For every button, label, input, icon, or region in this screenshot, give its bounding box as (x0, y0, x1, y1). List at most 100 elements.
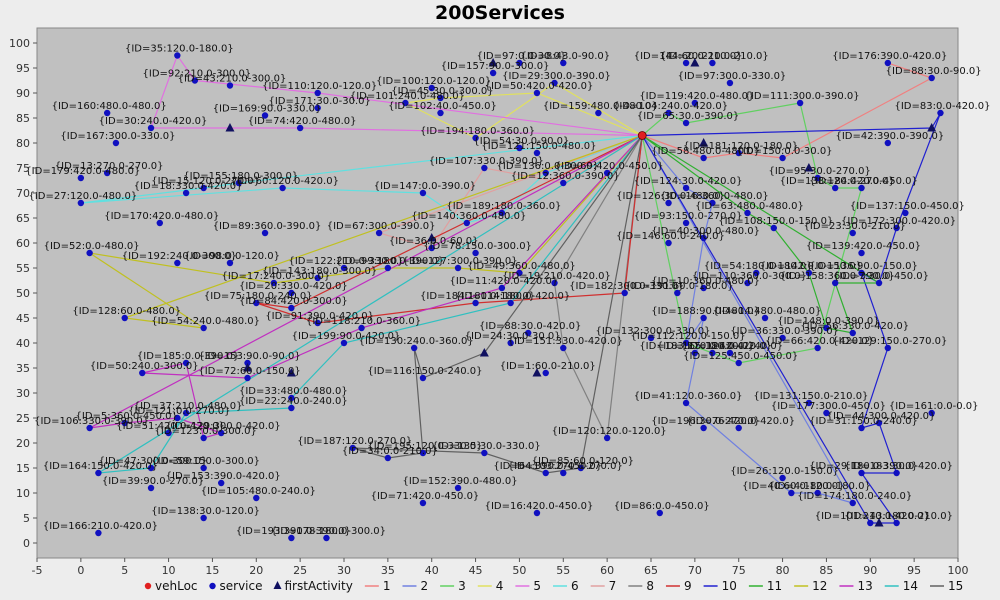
service-label: {ID=112:120.0-150.0} (631, 331, 746, 342)
service-point (174, 259, 181, 267)
legend-item-4: 4 (477, 579, 503, 593)
service-point (814, 489, 821, 497)
x-tick-label: 65 (644, 564, 658, 577)
legend-label: 15 (948, 579, 963, 593)
service-label: {ID=102:40.0-450.0} (388, 101, 497, 112)
service-point (428, 244, 435, 252)
service-point (700, 234, 707, 242)
chart-title: 200Services (435, 2, 565, 24)
service-label: {ID=89:360.0-390.0} (213, 221, 322, 232)
service-point (682, 339, 690, 347)
service-point (410, 344, 418, 352)
legend-item-vehLoc: vehLoc (144, 579, 198, 593)
service-point (665, 199, 672, 207)
service-point (375, 229, 383, 237)
service-point (454, 484, 462, 492)
service-point (674, 289, 681, 297)
service-label: {ID=121:150.0-480.0} (481, 141, 596, 152)
service-point (691, 349, 699, 357)
service-label: {ID=54:30.0-90.0} (473, 136, 569, 147)
service-label: {ID=164:150.0-420.0} (43, 461, 158, 472)
service-labels: {ID=35:120.0-180.0}{ID=92:210.0-300.0}{I… (25, 44, 990, 538)
service-label: {ID=103:270.0-270.0} (508, 461, 623, 472)
service-point (735, 424, 742, 432)
first-activity-marker (804, 163, 814, 172)
service-label: {ID=65:30.0-390.0} (637, 111, 739, 122)
service-label: {ID=107:330.0-390.0} (429, 156, 544, 167)
service-point (744, 279, 751, 287)
service-point (533, 149, 541, 157)
legend-item-15: 15 (930, 579, 963, 593)
service-point (182, 409, 190, 417)
x-tick-label: -5 (32, 564, 43, 577)
legend-label: service (220, 579, 263, 593)
route-line-6 (80, 134, 643, 224)
legend-label: 2 (420, 579, 428, 593)
service-label: {ID=4:180.0-180.0} (768, 481, 870, 492)
x-tick-label: 5 (121, 564, 128, 577)
service-label: {ID=22:240.0-240.0} (239, 396, 348, 407)
service-label: {ID=183:30.0-420.0} (844, 461, 953, 472)
service-point (472, 134, 479, 142)
service-point (735, 149, 742, 157)
service-point (244, 374, 251, 382)
x-tick-label: 100 (948, 564, 969, 577)
y-tick-label: 50 (16, 287, 30, 300)
route-line-10 (641, 112, 942, 524)
service-label: {ID=179:420.0-480.0} (25, 166, 140, 177)
service-point (384, 454, 392, 462)
service-point (525, 329, 532, 337)
service-label: {ID=43:210.0-300.0} (178, 74, 287, 85)
service-label: {ID=104:240.0-420.0} (613, 101, 728, 112)
service-point (779, 154, 786, 162)
service-label: {ID=17:240.0-300.0} (221, 271, 330, 282)
y-tick-label: 85 (16, 112, 30, 125)
service-label: {ID=148:0.0-390.0} (777, 316, 879, 327)
service-point (577, 464, 585, 472)
y-tick-label: 30 (16, 387, 30, 400)
service-label: {ID=108:150.0-150.0} (718, 216, 833, 227)
y-tick-label: 35 (16, 362, 30, 375)
service-label: {ID=155:180.0-300.0} (183, 171, 298, 182)
legend-item-11: 11 (748, 579, 782, 593)
x-tick-label: 10 (162, 564, 176, 577)
service-label: {ID=116:150.0-240.0} (367, 366, 482, 377)
service-point (279, 184, 286, 192)
service-label: {ID=72:60.0-150.0} (198, 366, 300, 377)
y-axis-ticks: 0 5 10 15 20 25 30 35 40 45 50 55 60 65 70 75 80 85 90 95 10… (9, 37, 37, 550)
service-point (95, 529, 102, 537)
legend-item-12: 12 (794, 579, 827, 593)
service-label: {ID=98:0.0-120.0} (184, 251, 280, 262)
service-label: {ID=171:30.0-30.0} (269, 96, 371, 107)
service-label: {ID=7:30.0-450.0} (833, 271, 929, 282)
first-activity-marker (479, 348, 489, 357)
legend-item-2: 2 (402, 579, 428, 593)
service-label: {ID=123:0.0-300.0} (154, 426, 256, 437)
service-label: {ID=135:30.0-330.0} (432, 441, 541, 452)
legend-label: 9 (684, 579, 692, 593)
service-point (314, 104, 321, 112)
service-point (823, 324, 830, 332)
y-tick-label: 40 (16, 337, 30, 350)
service-label: {ID=97:300.0-330.0} (678, 71, 787, 82)
first-activity-markers (225, 58, 937, 527)
service-label: {ID=101:210.0-420.0} (815, 511, 930, 522)
service-label: {ID=86:0.0-450.0} (614, 501, 710, 512)
service-point (261, 112, 269, 119)
service-label: {ID=58:480.0-480.0} (651, 146, 760, 157)
service-label: {ID=196:30.0-270.0} (651, 416, 760, 427)
service-label: {ID=181:120.0-180.0} (683, 141, 798, 152)
service-label: {ID=41:120.0-360.0} (634, 391, 743, 402)
legend-label: 12 (812, 579, 827, 593)
service-point (147, 124, 155, 132)
service-point (174, 52, 181, 59)
y-tick-label: 25 (16, 412, 30, 425)
service-label: {ID=136:0.0-300.0} (497, 161, 599, 172)
service-point (709, 349, 716, 357)
legend-label: 5 (533, 579, 541, 593)
service-label: {ID=194:180.0-360.0} (420, 126, 535, 137)
service-point (682, 399, 690, 407)
service-label: {ID=15:120.0-270.0} (151, 176, 260, 187)
service-point (647, 334, 655, 342)
service-point (226, 82, 234, 89)
